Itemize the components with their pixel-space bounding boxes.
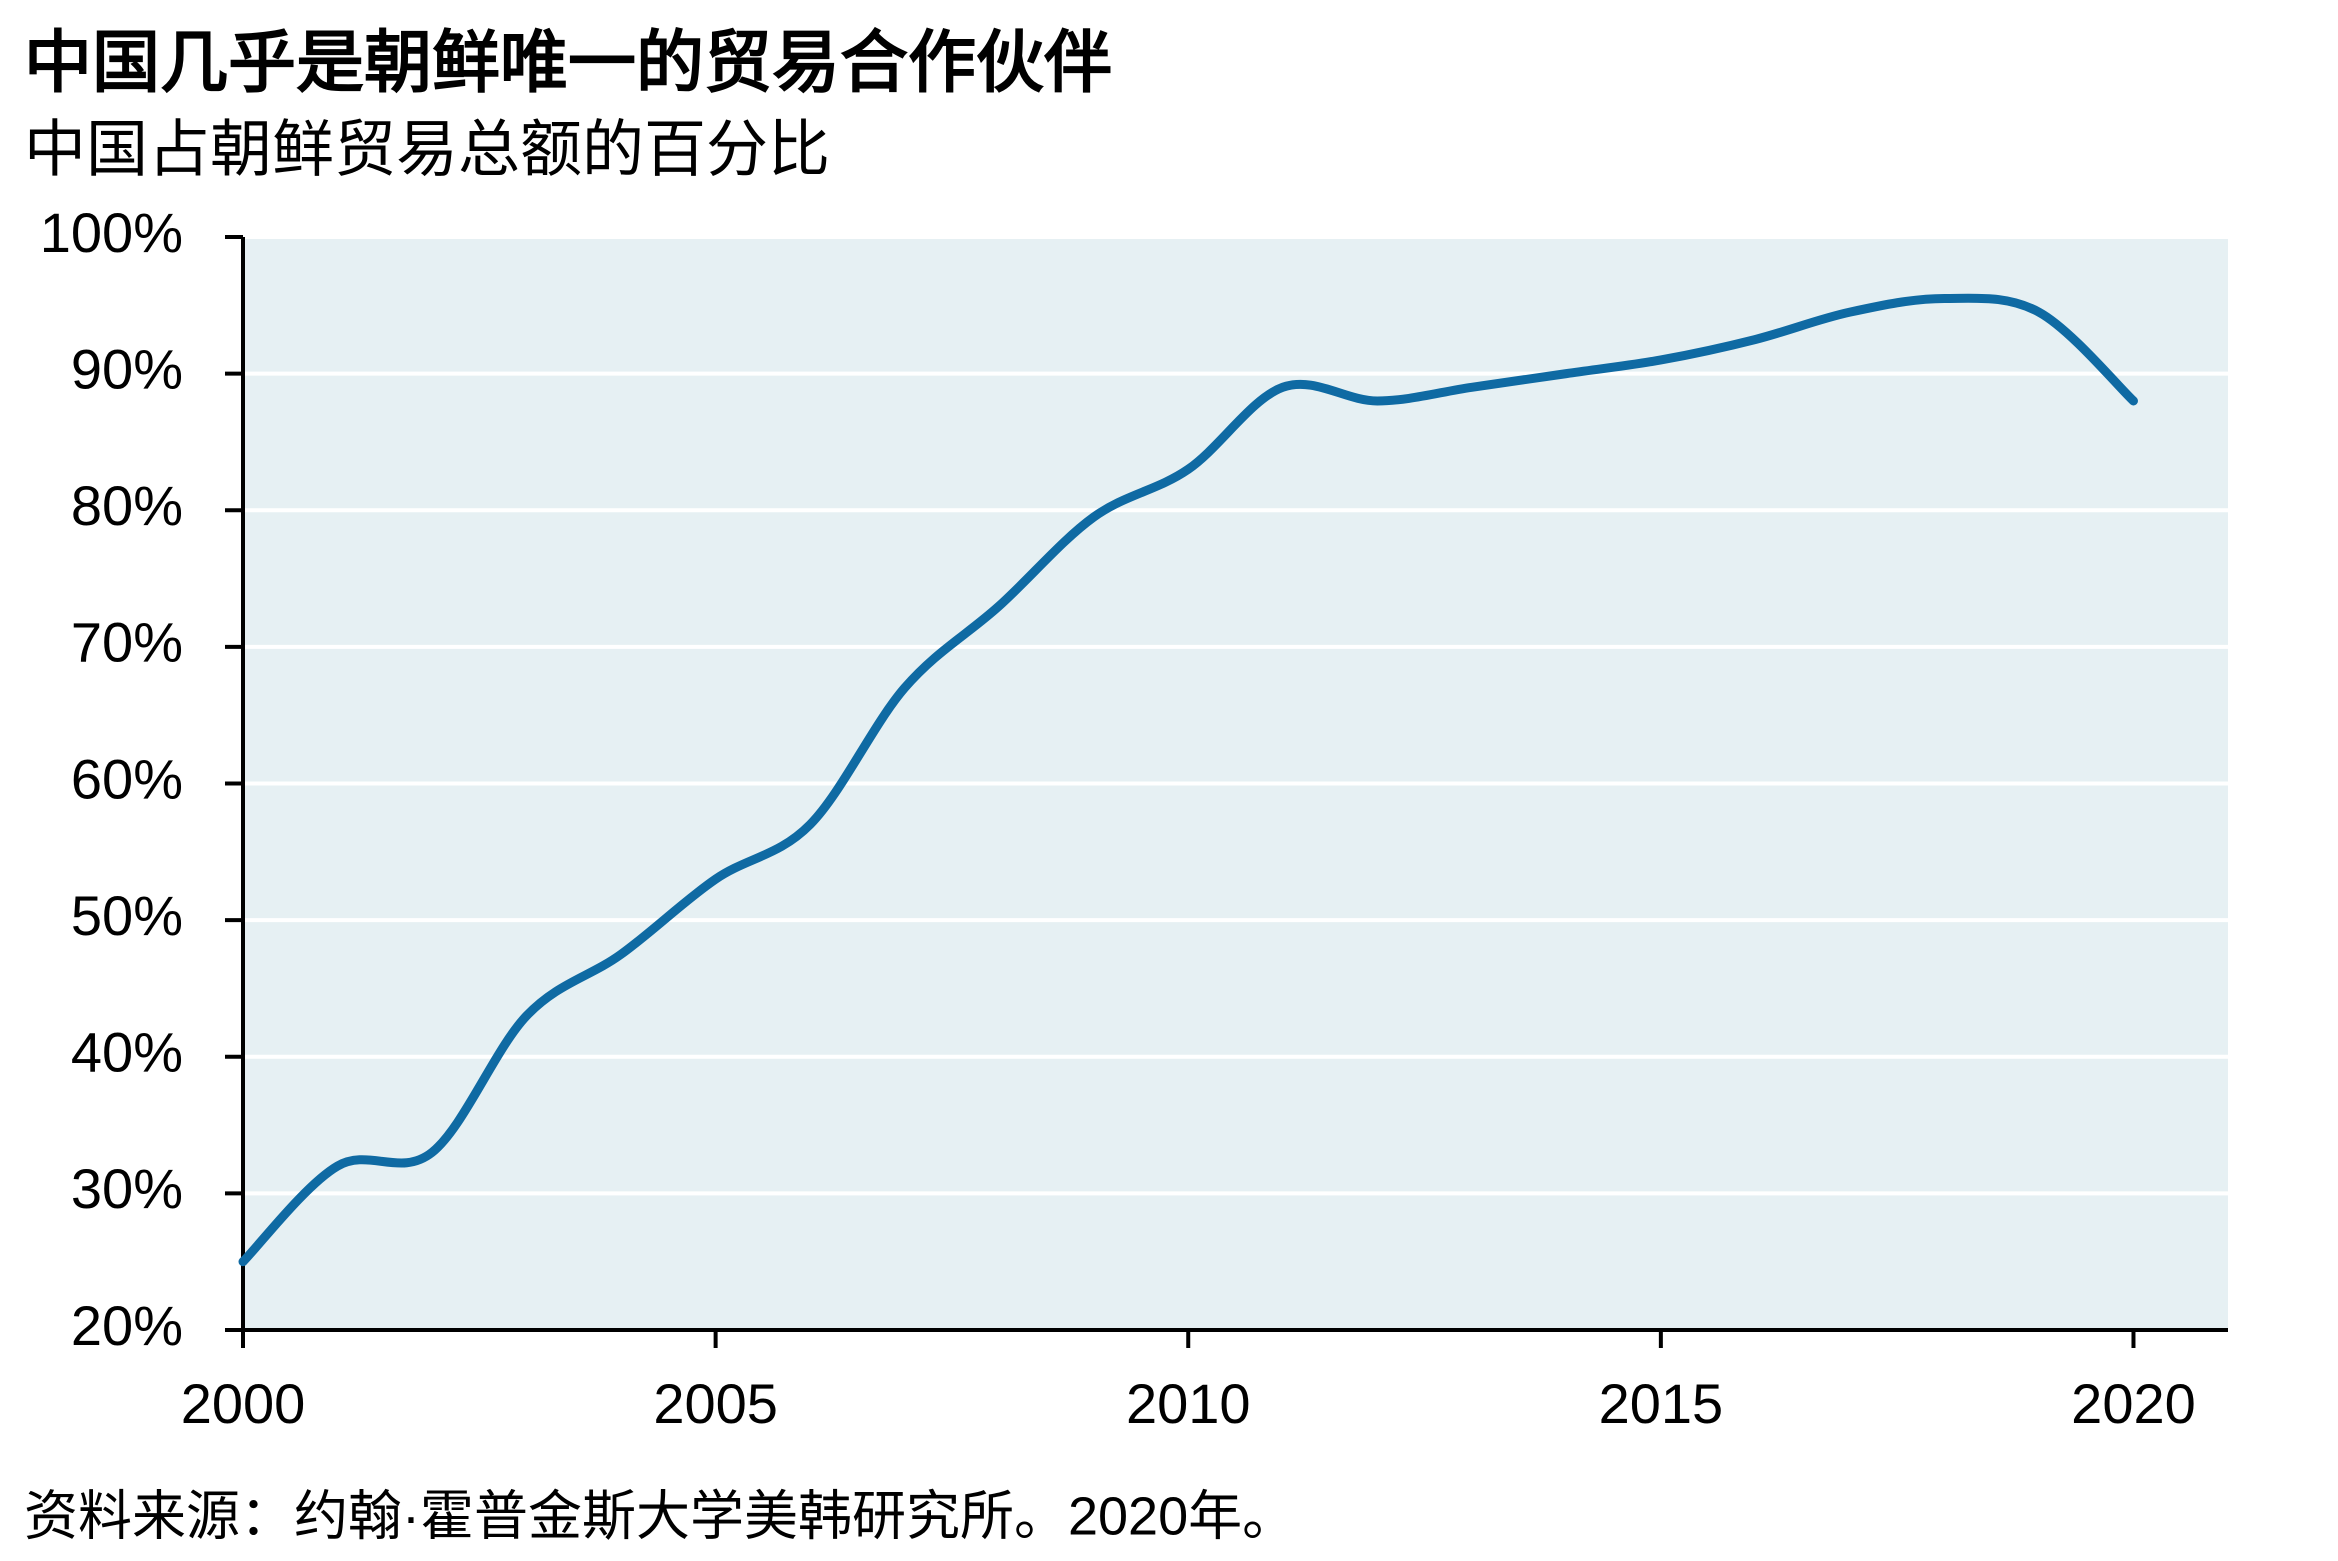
y-tick-label: 20% (71, 1294, 183, 1357)
y-tick-label: 70% (71, 611, 183, 674)
y-tick-label: 80% (71, 474, 183, 537)
chart-subtitle: 中国占朝鲜贸易总额的百分比 (24, 115, 830, 184)
y-tick-label: 30% (71, 1157, 183, 1220)
y-tick-label: 90% (71, 337, 183, 400)
x-tick-label: 2020 (2071, 1372, 2196, 1435)
y-tick-label: 40% (71, 1021, 183, 1084)
chart-title: 中国几乎是朝鲜唯一的贸易合作伙伴 (24, 25, 1112, 101)
x-tick-label: 2010 (1126, 1372, 1251, 1435)
y-tick-label: 60% (71, 747, 183, 810)
x-tick-label: 2000 (181, 1372, 306, 1435)
source-note: 资料来源：约翰·霍普金斯大学美韩研究所。2020年。 (24, 1486, 1296, 1546)
y-tick-label: 50% (71, 884, 183, 947)
data-line (238, 293, 2138, 1267)
y-tick-label: 100% (40, 201, 183, 264)
x-tick-label: 2005 (653, 1372, 778, 1435)
x-tick-label: 2015 (1599, 1372, 1724, 1435)
